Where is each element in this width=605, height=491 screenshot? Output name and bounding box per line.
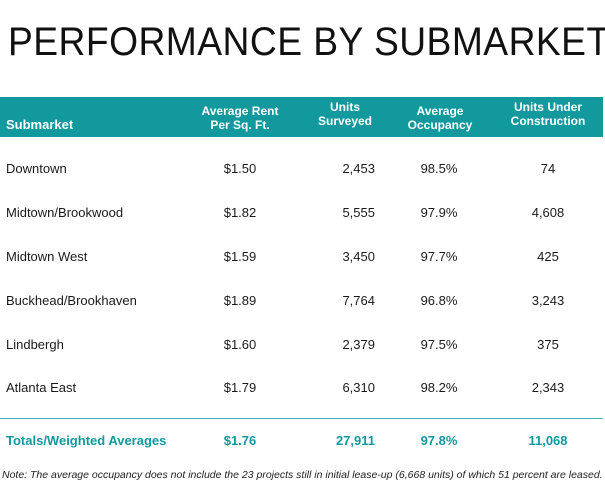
cell-units: 3,450 xyxy=(342,249,375,264)
header-units-surveyed-line1: Units xyxy=(330,100,360,114)
cell-submarket: Downtown xyxy=(6,161,67,176)
cell-occupancy: 97.9% xyxy=(420,205,458,220)
cell-units: 6,310 xyxy=(342,380,375,395)
table-row: Midtown/Brookwood $1.82 5,555 97.9% 4,60… xyxy=(0,203,603,223)
header-units-under-construction-line1: Units Under xyxy=(513,100,582,114)
cell-submarket: Midtown West xyxy=(6,249,88,264)
table-row: Lindbergh $1.60 2,379 97.5% 375 xyxy=(0,335,603,355)
cell-construction: 425 xyxy=(537,249,559,264)
table-row: Atlanta East $1.79 6,310 98.2% 2,343 xyxy=(0,378,603,398)
table-row: Midtown West $1.59 3,450 97.7% 425 xyxy=(0,247,603,267)
header-units-surveyed-line2: Surveyed xyxy=(317,114,373,128)
cell-rent: $1.50 xyxy=(223,161,257,176)
cell-occupancy: 98.5% xyxy=(420,161,458,176)
header-units-surveyed: Units Surveyed xyxy=(300,100,390,128)
cell-units: 5,555 xyxy=(342,205,375,220)
header-units-under-construction-line2: Construction xyxy=(510,114,586,128)
cell-construction: 4,608 xyxy=(531,205,565,220)
table-row: Downtown $1.50 2,453 98.5% 74 xyxy=(0,159,603,179)
totals-rent: $1.76 xyxy=(223,433,257,448)
cell-submarket: Buckhead/Brookhaven xyxy=(6,293,137,308)
header-units-under-construction: Units Under Construction xyxy=(500,100,596,128)
cell-rent: $1.79 xyxy=(223,380,257,395)
totals-row: Totals/Weighted Averages $1.76 27,911 97… xyxy=(0,431,603,451)
cell-occupancy: 98.2% xyxy=(420,380,458,395)
cell-rent: $1.82 xyxy=(223,205,257,220)
header-average-rent-line1: Average Rent xyxy=(201,104,279,118)
table-row: Buckhead/Brookhaven $1.89 7,764 96.8% 3,… xyxy=(0,291,603,311)
cell-rent: $1.89 xyxy=(223,293,257,308)
header-average-occupancy-line1: Average xyxy=(416,104,464,118)
header-average-occupancy-line2: Occupancy xyxy=(407,118,473,132)
footnote: Note: The average occupancy does not inc… xyxy=(2,469,603,481)
cell-occupancy: 97.5% xyxy=(420,337,458,352)
totals-label: Totals/Weighted Averages xyxy=(6,433,167,448)
cell-rent: $1.59 xyxy=(223,249,257,264)
header-submarket: Submarket xyxy=(6,117,74,132)
cell-submarket: Atlanta East xyxy=(6,380,77,395)
table-header-bar xyxy=(0,97,603,137)
cell-units: 2,453 xyxy=(342,161,375,176)
cell-construction: 2,343 xyxy=(531,380,565,395)
header-average-occupancy: Average Occupancy xyxy=(390,104,490,132)
cell-construction: 375 xyxy=(537,337,559,352)
totals-divider xyxy=(0,418,603,419)
cell-occupancy: 97.7% xyxy=(420,249,458,264)
cell-submarket: Lindbergh xyxy=(6,337,64,352)
totals-units: 27,911 xyxy=(335,433,375,448)
cell-occupancy: 96.8% xyxy=(420,293,458,308)
cell-units: 7,764 xyxy=(342,293,375,308)
totals-occupancy: 97.8% xyxy=(420,433,458,448)
cell-units: 2,379 xyxy=(342,337,375,352)
page-title: PERFORMANCE BY SUBMARKET xyxy=(8,20,605,64)
totals-construction: 11,068 xyxy=(528,433,568,448)
cell-construction: 74 xyxy=(540,161,556,176)
header-average-rent: Average Rent Per Sq. Ft. xyxy=(190,104,290,132)
cell-construction: 3,243 xyxy=(531,293,565,308)
cell-submarket: Midtown/Brookwood xyxy=(6,205,124,220)
cell-rent: $1.60 xyxy=(223,337,257,352)
header-average-rent-line2: Per Sq. Ft. xyxy=(210,118,270,132)
